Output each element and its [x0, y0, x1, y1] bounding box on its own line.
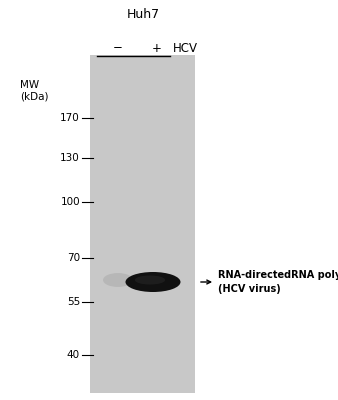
Ellipse shape — [135, 276, 165, 284]
Ellipse shape — [125, 272, 180, 292]
Text: 40: 40 — [67, 350, 80, 360]
Text: 170: 170 — [60, 113, 80, 123]
Text: Huh7: Huh7 — [126, 8, 160, 20]
Text: RNA-directedRNA polymerase
(HCV virus): RNA-directedRNA polymerase (HCV virus) — [218, 270, 338, 294]
Text: 100: 100 — [61, 197, 80, 207]
Bar — [90, 55, 195, 393]
Text: MW
(kDa): MW (kDa) — [20, 80, 48, 102]
Text: 70: 70 — [67, 253, 80, 263]
Text: 130: 130 — [60, 153, 80, 163]
Text: −: − — [113, 42, 123, 54]
Text: HCV: HCV — [173, 42, 198, 54]
Text: +: + — [152, 42, 162, 54]
Text: 55: 55 — [67, 297, 80, 307]
Ellipse shape — [103, 273, 133, 287]
